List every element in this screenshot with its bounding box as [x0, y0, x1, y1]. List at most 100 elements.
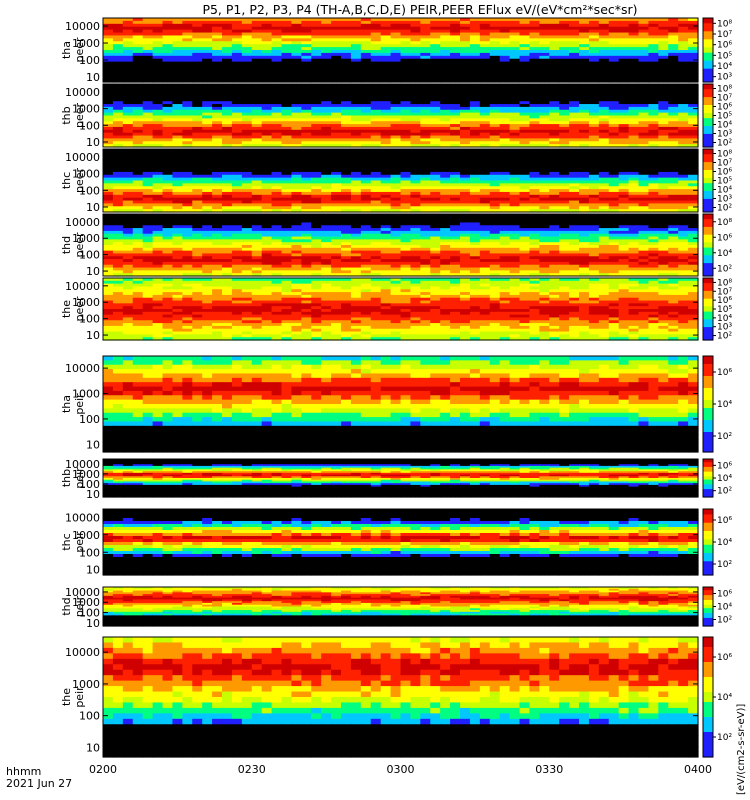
heatmap-cell [608, 124, 620, 128]
heatmap-cell [469, 70, 481, 74]
heatmap-cell [321, 138, 332, 142]
heatmap-cell [370, 121, 382, 125]
heatmap-cell [529, 112, 540, 117]
heatmap-cell [410, 50, 421, 54]
heatmap-cell [360, 50, 372, 54]
heatmap-cell [519, 44, 531, 48]
heatmap-cell [420, 135, 431, 140]
heatmap-cell [172, 157, 183, 162]
heatmap-cell [390, 135, 402, 140]
heatmap-cell [430, 154, 441, 159]
heatmap-cell [271, 149, 283, 153]
heatmap-cell [261, 129, 273, 134]
heatmap-cell [162, 47, 174, 51]
heatmap-cell [311, 52, 322, 57]
heatmap-cell [202, 70, 213, 74]
heatmap-cell [182, 154, 193, 159]
heatmap-cell [559, 169, 570, 173]
heatmap-cell [688, 124, 699, 128]
heatmap-cell [539, 132, 550, 137]
heatmap-cell [668, 61, 679, 66]
heatmap-cell [608, 20, 620, 25]
heatmap-cell [450, 154, 461, 159]
heatmap-cell [569, 86, 580, 91]
heatmap-cell [222, 18, 233, 22]
heatmap-cell [370, 157, 382, 162]
heatmap-cell [469, 160, 481, 164]
heatmap-cell [509, 118, 521, 122]
heatmap-cell [529, 89, 540, 94]
heatmap-cell [678, 38, 689, 42]
heatmap-cell [440, 38, 451, 42]
heatmap-cell [489, 124, 501, 128]
heatmap-cell [598, 18, 610, 22]
heatmap-cell [469, 124, 481, 128]
heatmap-cell [569, 92, 580, 97]
heatmap-cell [628, 101, 640, 105]
heatmap-cell [370, 135, 382, 140]
heatmap-cell [400, 171, 412, 176]
heatmap-cell [231, 109, 243, 114]
heatmap-cell [261, 157, 273, 162]
heatmap-cell [142, 157, 154, 162]
heatmap-cell [360, 89, 372, 94]
heatmap-cell [231, 118, 243, 122]
heatmap-cell [430, 163, 441, 167]
heatmap-cell [370, 73, 382, 77]
heatmap-cell [331, 64, 342, 69]
heatmap-cell [192, 76, 203, 80]
heatmap-cell [489, 32, 501, 37]
heatmap-cell [440, 70, 451, 74]
heatmap-cell [479, 29, 491, 34]
heatmap-cell [569, 121, 580, 125]
heatmap-cell [420, 101, 431, 105]
heatmap-cell [321, 47, 332, 51]
heatmap-cell [628, 20, 640, 25]
heatmap-cell [539, 64, 550, 69]
heatmap-cell [380, 157, 392, 162]
heatmap-cell [598, 61, 610, 66]
heatmap-cell [598, 38, 610, 42]
heatmap-cell [321, 132, 332, 137]
heatmap-cell [579, 118, 590, 122]
heatmap-cell [588, 20, 600, 25]
heatmap-cell [400, 151, 412, 156]
heatmap-cell [509, 50, 521, 54]
heatmap-cell [410, 135, 421, 140]
heatmap-cell [618, 84, 630, 88]
heatmap-cell [569, 38, 580, 42]
heatmap-cell [618, 41, 630, 45]
heatmap-cell [192, 144, 203, 148]
heatmap-cell [251, 32, 263, 37]
heatmap-cell [678, 115, 689, 119]
heatmap-cell [162, 86, 174, 91]
heatmap-cell [192, 20, 203, 25]
heatmap-cell [539, 112, 550, 117]
heatmap-cell [152, 98, 164, 102]
heatmap-cell [132, 121, 144, 125]
heatmap-cell [420, 151, 431, 156]
heatmap-cell [360, 86, 372, 91]
heatmap-cell [291, 67, 302, 71]
heatmap-cell [549, 154, 560, 159]
heatmap-cell [281, 129, 293, 134]
heatmap-cell [678, 104, 689, 108]
heatmap-cell [579, 109, 590, 114]
heatmap-cell [251, 106, 263, 111]
heatmap-cell [162, 95, 174, 99]
heatmap-cell [380, 67, 392, 71]
heatmap-cell [380, 52, 392, 57]
heatmap-cell [380, 171, 392, 176]
heatmap-cell [142, 26, 154, 31]
heatmap-cell [628, 144, 640, 148]
heatmap-cell [172, 151, 183, 156]
heatmap-cell [628, 151, 640, 156]
heatmap-cell [222, 129, 233, 134]
heatmap-cell [142, 124, 154, 128]
heatmap-cell [678, 35, 689, 39]
heatmap-cell [192, 35, 203, 39]
heatmap-cell [212, 132, 223, 137]
heatmap-cell [331, 55, 342, 60]
heatmap-cell [202, 118, 213, 122]
heatmap-cell [420, 86, 431, 91]
